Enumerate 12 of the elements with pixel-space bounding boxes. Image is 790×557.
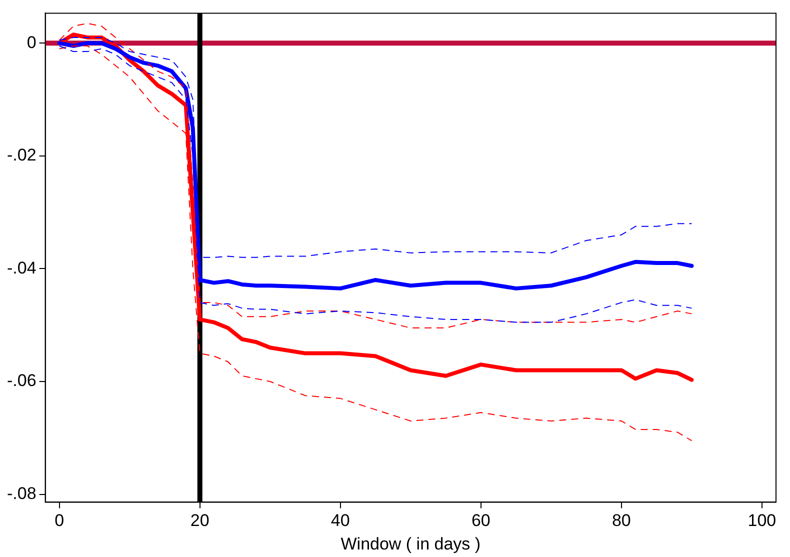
y-tick-label: -.08 xyxy=(6,484,36,503)
y-tick-label: 0 xyxy=(26,32,36,52)
y-tick-label: -.02 xyxy=(6,146,36,165)
y-tick-label: -.06 xyxy=(6,371,36,390)
x-tick-label: 60 xyxy=(471,511,490,530)
x-axis-title: Window ( in days ) xyxy=(340,534,481,554)
x-tick-label: 20 xyxy=(190,511,210,530)
x-tick-label: 100 xyxy=(748,511,776,530)
x-tick-label: 40 xyxy=(330,511,350,530)
x-tick-label: 0 xyxy=(54,511,64,530)
y-tick-label: -.04 xyxy=(6,258,36,278)
x-tick-label: 80 xyxy=(612,511,631,530)
